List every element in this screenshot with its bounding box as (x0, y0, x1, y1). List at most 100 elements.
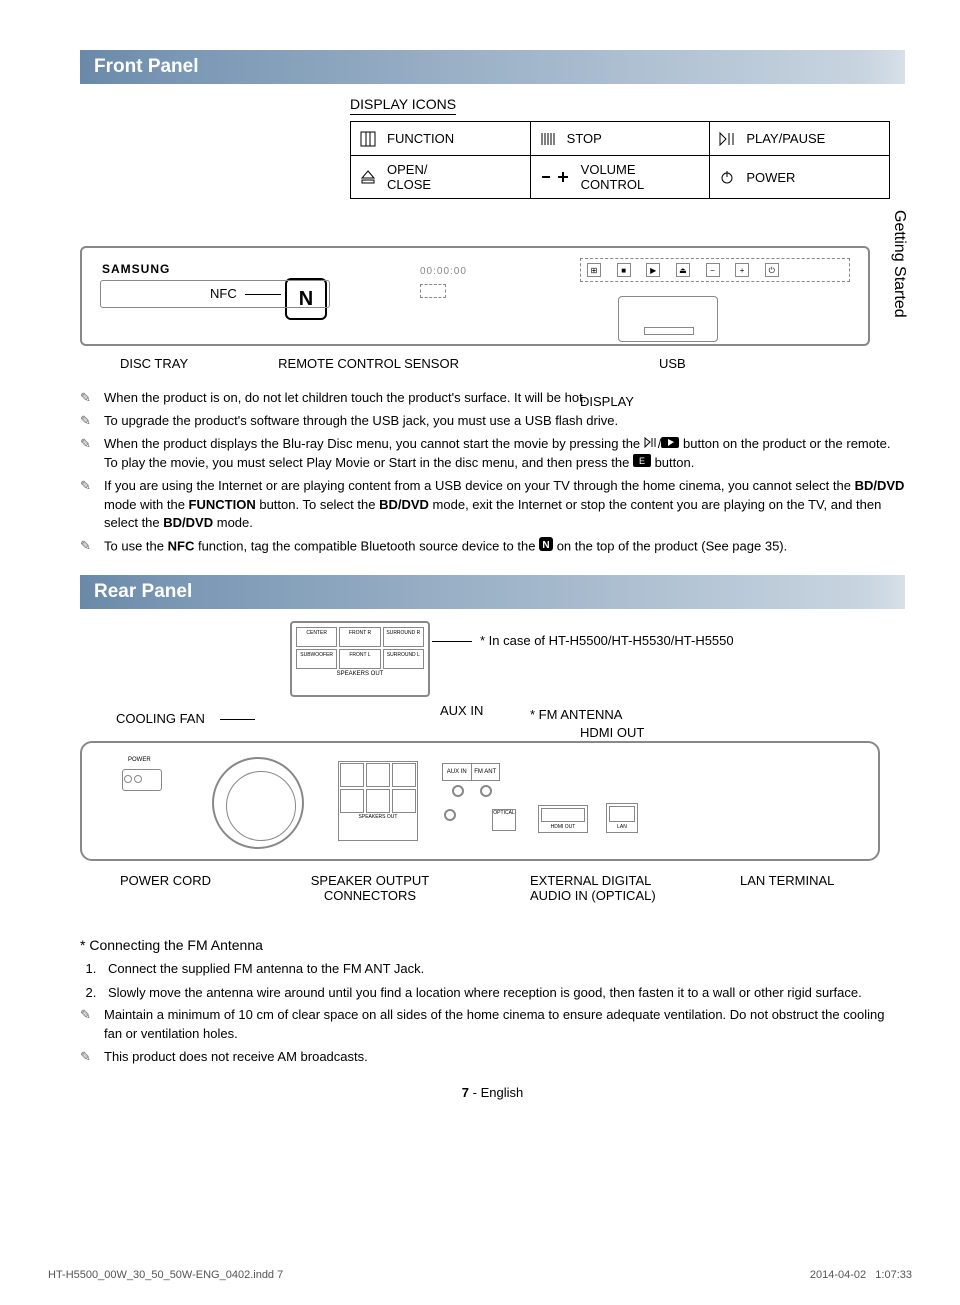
disc-tray-slot (100, 280, 330, 308)
note-text: To upgrade the product's software throug… (104, 412, 618, 431)
play-pause-icon (718, 132, 736, 146)
rear-panel-section: Rear Panel CENTER FRONT R SURROUND R SUB… (80, 575, 905, 1067)
open-close-label: OPEN/ CLOSE (387, 162, 431, 192)
footer-time: 1:07:33 (875, 1269, 912, 1281)
note-text: When the product displays the Blu-ray Di… (104, 435, 905, 473)
speakers-out-label: SPEAKERS OUT (296, 671, 424, 677)
optical-mini-label: OPTICAL (493, 810, 515, 816)
indd-filename: HT-H5500_00W_30_50_50W-ENG_0402.indd 7 (48, 1269, 283, 1281)
bold-term: BD/DVD (855, 478, 905, 493)
note-text: Maintain a minimum of 10 cm of clear spa… (104, 1006, 905, 1044)
port-front-l: FRONT L (339, 649, 380, 669)
function-label: FUNCTION (387, 131, 454, 146)
speaker-output-label: SPEAKER OUTPUT CONNECTORS (300, 873, 440, 903)
fm-antenna-subheading: * Connecting the FM Antenna (80, 937, 905, 953)
cooling-fan-icon (212, 757, 304, 849)
note-fragment: mode with the (104, 497, 189, 512)
icon-cell-stop: STOP (531, 122, 711, 156)
port-center: CENTER (296, 627, 337, 647)
aux-fm-box: AUX IN FM ANT (442, 763, 500, 781)
cooling-fan-label: COOLING FAN (116, 711, 205, 726)
front-panel-heading: Front Panel (80, 50, 905, 84)
port-surr-l: SURROUND L (383, 649, 424, 669)
note-text: When the product is on, do not let child… (104, 389, 586, 408)
rear-main-body: POWER SPEAKERS OUT AUX IN FM ANT OPTICAL… (80, 741, 880, 861)
note-fragment: When the product displays the Blu-ray Di… (104, 436, 644, 451)
button-strip: ⊞ ■ ▶ ⏏ − + ⏻ (580, 258, 850, 282)
port-front-r: FRONT R (339, 627, 380, 647)
stop-label: STOP (567, 131, 602, 146)
ground-jack-icon (444, 809, 456, 821)
mini-plus-icon: + (735, 263, 749, 277)
optical-label: EXTERNAL DIGITAL AUDIO IN (OPTICAL) (530, 873, 680, 903)
rear-panel-heading: Rear Panel (80, 575, 905, 609)
mini-power-icon: ⏻ (765, 263, 779, 277)
note-fragment: button. (655, 455, 695, 470)
note-fragment: on the top of the product (See page 35). (557, 539, 788, 554)
section-tab: Getting Started (890, 210, 908, 318)
icons-table: FUNCTION STOP PLAY/PAUSE OPEN/ CLOSE VOL… (350, 121, 890, 199)
page-lang: - English (469, 1085, 523, 1100)
note-icon: ✎ (80, 1048, 96, 1067)
stop-icon (539, 132, 557, 146)
fm-steps: Connect the supplied FM antenna to the F… (100, 959, 905, 1002)
optical-port: OPTICAL (492, 809, 516, 831)
eject-icon (359, 170, 377, 184)
note-text: If you are using the Internet or are pla… (104, 477, 905, 534)
svg-text:E: E (639, 456, 645, 466)
bold-term: BD/DVD (163, 515, 213, 530)
aux-jack-icon (452, 785, 464, 797)
mini-minus-icon: − (706, 263, 720, 277)
front-panel-diagram: SAMSUNG 00:00:00 ⊞ ■ ▶ ⏏ − + ⏻ (80, 246, 870, 346)
port-surr-r: SURROUND R (383, 627, 424, 647)
mini-stop-icon: ■ (617, 263, 631, 277)
note-icon: ✎ (80, 537, 96, 557)
note-fragment: To use the (104, 539, 168, 554)
lan-mini-label: LAN (607, 824, 637, 830)
mini-play-icon: ▶ (646, 263, 660, 277)
mini-function-icon: ⊞ (587, 263, 601, 277)
note-fragment: button. To select the (259, 497, 379, 512)
rear-diagram: CENTER FRONT R SURROUND R SUBWOOFER FRON… (80, 621, 880, 901)
power-cord-label: POWER CORD (120, 873, 211, 888)
power-icon (718, 170, 736, 184)
icon-cell-playpause: PLAY/PAUSE (710, 122, 890, 156)
brand-label: SAMSUNG (102, 262, 170, 276)
aux-in-label: AUX IN (440, 703, 483, 718)
bold-term: NFC (168, 539, 195, 554)
icon-cell-power: POWER (710, 156, 890, 199)
front-note-3: ✎ When the product displays the Blu-ray … (80, 435, 905, 473)
speaker-out-top-box: CENTER FRONT R SURROUND R SUBWOOFER FRON… (290, 621, 430, 697)
lan-port: LAN (606, 803, 638, 833)
rear-note-1: ✎Maintain a minimum of 10 cm of clear sp… (80, 1006, 905, 1044)
play-pause-label: PLAY/PAUSE (746, 131, 825, 146)
fm-ant-mini-label: FM ANT (472, 764, 500, 780)
play-pause-inline-icon (644, 435, 658, 454)
power-port (122, 769, 162, 791)
footer-date: 2014-04-02 (810, 1269, 866, 1281)
power-label: POWER (746, 170, 795, 185)
page: Getting Started Front Panel NFC N DISPLA… (0, 0, 960, 1120)
hdmi-mini-label: HDMI OUT (539, 824, 587, 830)
function-icon (359, 131, 377, 147)
speaker-connectors: SPEAKERS OUT (338, 761, 418, 841)
nfc-inline-icon: N (539, 537, 553, 557)
port-sub: SUBWOOFER (296, 649, 337, 669)
note-icon: ✎ (80, 435, 96, 473)
icon-cell-volume: VOLUME CONTROL (531, 156, 711, 199)
note-icon: ✎ (80, 389, 96, 408)
icon-cell-openclose: OPEN/ CLOSE (351, 156, 531, 199)
fm-jack-icon (480, 785, 492, 797)
svg-text:N: N (542, 540, 549, 551)
play-inline-icon (661, 435, 679, 454)
page-number: 7 (462, 1085, 469, 1100)
page-footer: 7 - English (80, 1085, 905, 1100)
leader-line (432, 641, 472, 642)
step-1: Connect the supplied FM antenna to the F… (100, 959, 905, 979)
front-note-1: ✎ When the product is on, do not let chil… (80, 389, 905, 408)
step-2: Slowly move the antenna wire around unti… (100, 983, 905, 1003)
leader-line (220, 719, 255, 720)
hdmi-port: HDMI OUT (538, 805, 588, 833)
note-text: To use the NFC function, tag the compati… (104, 537, 787, 557)
note-text: This product does not receive AM broadca… (104, 1048, 368, 1067)
